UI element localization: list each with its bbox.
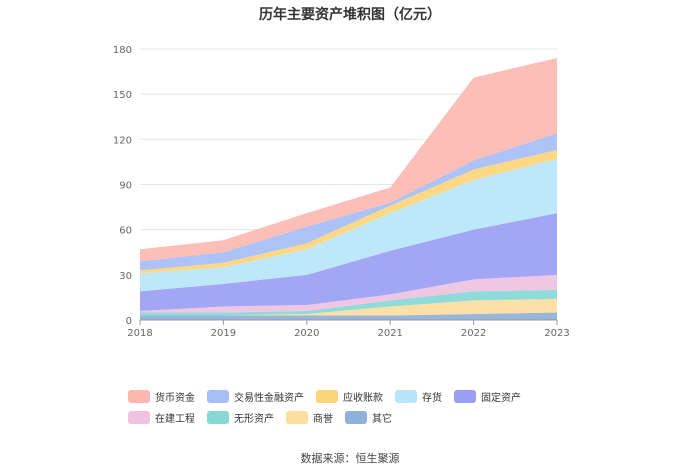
area-series-0 xyxy=(140,312,557,320)
legend-label: 交易性金融资产 xyxy=(234,392,304,404)
legend-swatch xyxy=(207,389,229,403)
x-tick-label: 2022 xyxy=(461,328,486,339)
legend-item-2[interactable]: 应收账款 xyxy=(316,388,383,404)
legend-swatch xyxy=(345,410,367,424)
legend-label: 其它 xyxy=(372,413,392,425)
legend-item-3[interactable]: 存货 xyxy=(395,388,442,404)
legend-swatch xyxy=(128,410,150,424)
y-tick-label: 180 xyxy=(113,45,132,56)
area-series-1 xyxy=(140,298,557,316)
chart-title: 历年主要资产堆积图（亿元） xyxy=(259,7,441,23)
legend-label: 应收账款 xyxy=(343,392,383,404)
area-series-8 xyxy=(140,58,557,262)
area-series-2 xyxy=(140,289,557,316)
x-tick-label: 2023 xyxy=(544,328,569,339)
y-tick-label: 30 xyxy=(119,271,132,282)
legend-label: 存货 xyxy=(422,392,442,404)
legend-item-5[interactable]: 在建工程 xyxy=(128,409,195,425)
legend-item-6[interactable]: 无形资产 xyxy=(207,409,274,425)
area-series-3 xyxy=(140,274,557,313)
legend-label: 无形资产 xyxy=(234,413,274,425)
x-tick-label: 2018 xyxy=(127,328,152,339)
legend: 货币资金 交易性金融资产 应收账款 存货 固定资产在建工程 无形资产 商誉 其它 xyxy=(128,388,588,425)
legend-item-7[interactable]: 商誉 xyxy=(286,409,333,425)
legend-label: 货币资金 xyxy=(155,392,195,404)
y-tick-label: 90 xyxy=(119,181,132,192)
legend-swatch xyxy=(454,389,476,403)
legend-swatch xyxy=(207,410,229,424)
area-series-6 xyxy=(140,149,557,274)
legend-swatch xyxy=(286,410,308,424)
y-tick-label: 60 xyxy=(119,226,132,237)
area-series-4 xyxy=(140,213,557,311)
area-series-5 xyxy=(140,158,557,292)
legend-item-0[interactable]: 货币资金 xyxy=(128,388,195,404)
y-tick-label: 120 xyxy=(113,135,132,146)
legend-swatch xyxy=(316,389,338,403)
data-source: 数据来源：恒生聚源 xyxy=(300,452,400,465)
legend-item-1[interactable]: 交易性金融资产 xyxy=(207,388,304,404)
legend-item-4[interactable]: 固定资产 xyxy=(454,388,521,404)
legend-label: 固定资产 xyxy=(481,392,521,404)
legend-label: 商誉 xyxy=(313,413,333,425)
legend-label: 在建工程 xyxy=(155,413,195,425)
legend-swatch xyxy=(128,389,150,403)
axes: 0 30 60 90 120 150 180 2018 2019 2020 2021 2022 2023 xyxy=(113,45,570,339)
x-tick-label: 2020 xyxy=(294,328,319,339)
y-tick-label: 0 xyxy=(126,316,132,327)
y-tick-label: 150 xyxy=(113,90,132,101)
area-series xyxy=(140,58,557,320)
area-series-7 xyxy=(140,133,557,271)
x-tick-label: 2021 xyxy=(377,328,402,339)
x-tick-label: 2019 xyxy=(211,328,236,339)
legend-item-8[interactable]: 其它 xyxy=(345,409,392,425)
legend-swatch xyxy=(395,389,417,403)
